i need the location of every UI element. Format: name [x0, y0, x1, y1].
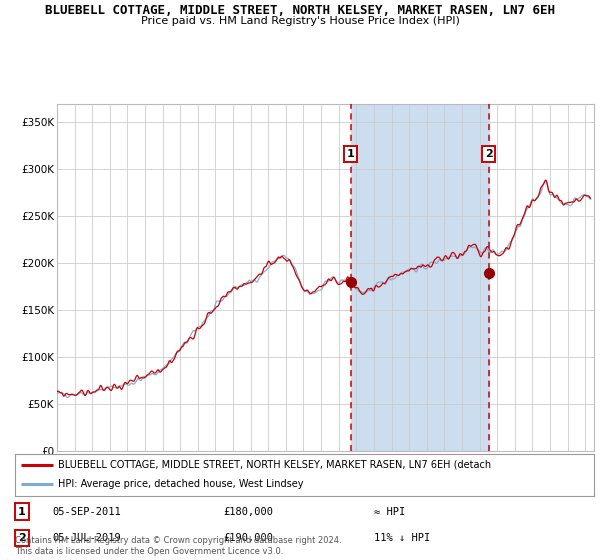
Text: £190,000: £190,000 [223, 533, 274, 543]
Text: Price paid vs. HM Land Registry's House Price Index (HPI): Price paid vs. HM Land Registry's House … [140, 16, 460, 26]
Text: £180,000: £180,000 [223, 507, 274, 516]
Text: 1: 1 [18, 507, 26, 516]
Bar [350, 104, 488, 451]
Text: 05-JUL-2019: 05-JUL-2019 [53, 533, 121, 543]
Text: 11% ↓ HPI: 11% ↓ HPI [374, 533, 430, 543]
Text: 05-SEP-2011: 05-SEP-2011 [53, 507, 121, 516]
Text: BLUEBELL COTTAGE, MIDDLE STREET, NORTH KELSEY, MARKET RASEN, LN7 6EH: BLUEBELL COTTAGE, MIDDLE STREET, NORTH K… [45, 4, 555, 17]
Text: BLUEBELL COTTAGE, MIDDLE STREET, NORTH KELSEY, MARKET RASEN, LN7 6EH (detach: BLUEBELL COTTAGE, MIDDLE STREET, NORTH K… [58, 460, 491, 470]
Text: 1: 1 [347, 149, 355, 159]
Text: Contains HM Land Registry data © Crown copyright and database right 2024.
This d: Contains HM Land Registry data © Crown c… [15, 536, 341, 556]
Text: 2: 2 [485, 149, 493, 159]
Text: HPI: Average price, detached house, West Lindsey: HPI: Average price, detached house, West… [58, 479, 304, 489]
Text: 2: 2 [18, 533, 26, 543]
Text: ≈ HPI: ≈ HPI [374, 507, 405, 516]
